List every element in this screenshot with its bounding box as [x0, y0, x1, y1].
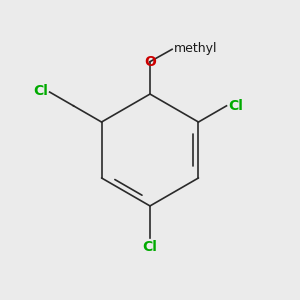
Text: Cl: Cl	[228, 99, 243, 113]
Text: Cl: Cl	[33, 85, 48, 98]
Text: methyl: methyl	[174, 42, 217, 55]
Text: O: O	[144, 55, 156, 69]
Text: Cl: Cl	[142, 239, 158, 254]
